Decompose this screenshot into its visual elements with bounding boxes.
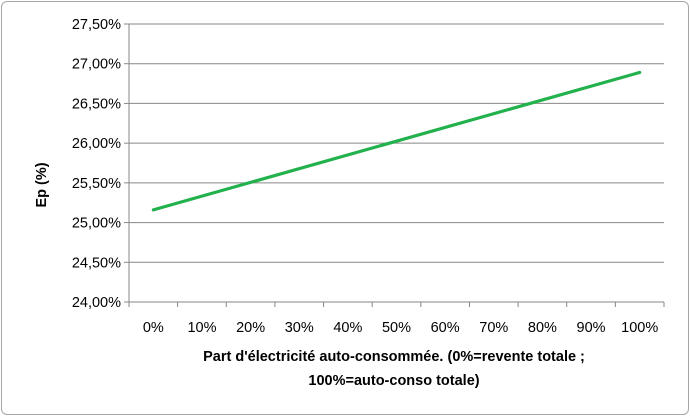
x-tick-label: 10% <box>187 320 216 336</box>
x-tick-label: 20% <box>236 320 265 336</box>
gridlines <box>129 23 664 263</box>
x-tick-label: 70% <box>479 320 508 336</box>
x-tick-label: 100% <box>621 320 658 336</box>
y-tick-label: 26,50% <box>72 96 121 112</box>
x-tick-label: 80% <box>528 320 557 336</box>
y-tick-label: 26,00% <box>72 136 121 152</box>
y-tick-label: 27,50% <box>72 17 121 33</box>
x-tick-labels: 0% 10% 20% 30% 40% 50% 60% 70% 80% 90% 100% <box>143 320 658 336</box>
axes <box>124 23 665 307</box>
y-tick-labels: 24,00% 24,50% 25,00% 25,50% 26,00% 26,50% 27,0… <box>72 17 121 311</box>
x-axis-title-line-1: Part d'électricité auto-consommée. (0%=r… <box>203 349 585 365</box>
series-group <box>151 70 642 212</box>
x-tick-label: 50% <box>382 320 411 336</box>
y-tick-label: 27,00% <box>72 57 121 73</box>
y-tick-label: 24,50% <box>72 255 121 271</box>
y-tick-label: 24,00% <box>72 295 121 311</box>
x-tick-label: 0% <box>143 320 164 336</box>
series-line <box>151 70 642 212</box>
x-tick-label: 60% <box>431 320 460 336</box>
x-tick-label: 30% <box>285 320 314 336</box>
x-tick-label: 40% <box>333 320 362 336</box>
x-tick-label: 90% <box>577 320 606 336</box>
x-axis-title-line-2: 100%=auto-conso totale) <box>308 373 479 389</box>
y-tick-label: 25,00% <box>72 216 121 232</box>
y-tick-label: 25,50% <box>72 176 121 192</box>
y-axis-title: Ep (%) <box>34 162 50 207</box>
